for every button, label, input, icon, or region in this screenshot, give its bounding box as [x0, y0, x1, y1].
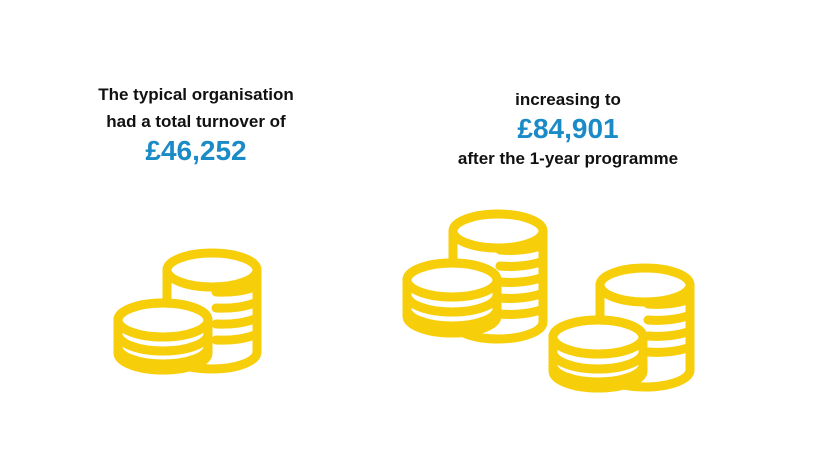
left-coin-stack-icon [402, 258, 502, 338]
turnover-after-block: increasing to £84,901 after the 1-year p… [415, 86, 721, 172]
after-amount: £84,901 [517, 113, 619, 144]
after-text-line-1: increasing to [515, 90, 621, 109]
front-coin-stack-icon [113, 298, 213, 375]
turnover-before-block: The typical organisation had a total tur… [60, 81, 332, 167]
before-text-line-1: The typical organisation [98, 85, 294, 104]
before-text-line-2: had a total turnover of [106, 112, 286, 131]
coin-stacks-icon [402, 209, 695, 393]
after-text-line-2: after the 1-year programme [457, 149, 679, 168]
before-amount: £46,252 [145, 135, 247, 166]
back-coin-stack-icon [162, 248, 262, 374]
right-front-coin-stack-icon [548, 315, 648, 393]
coin-stacks-icon [113, 248, 262, 375]
